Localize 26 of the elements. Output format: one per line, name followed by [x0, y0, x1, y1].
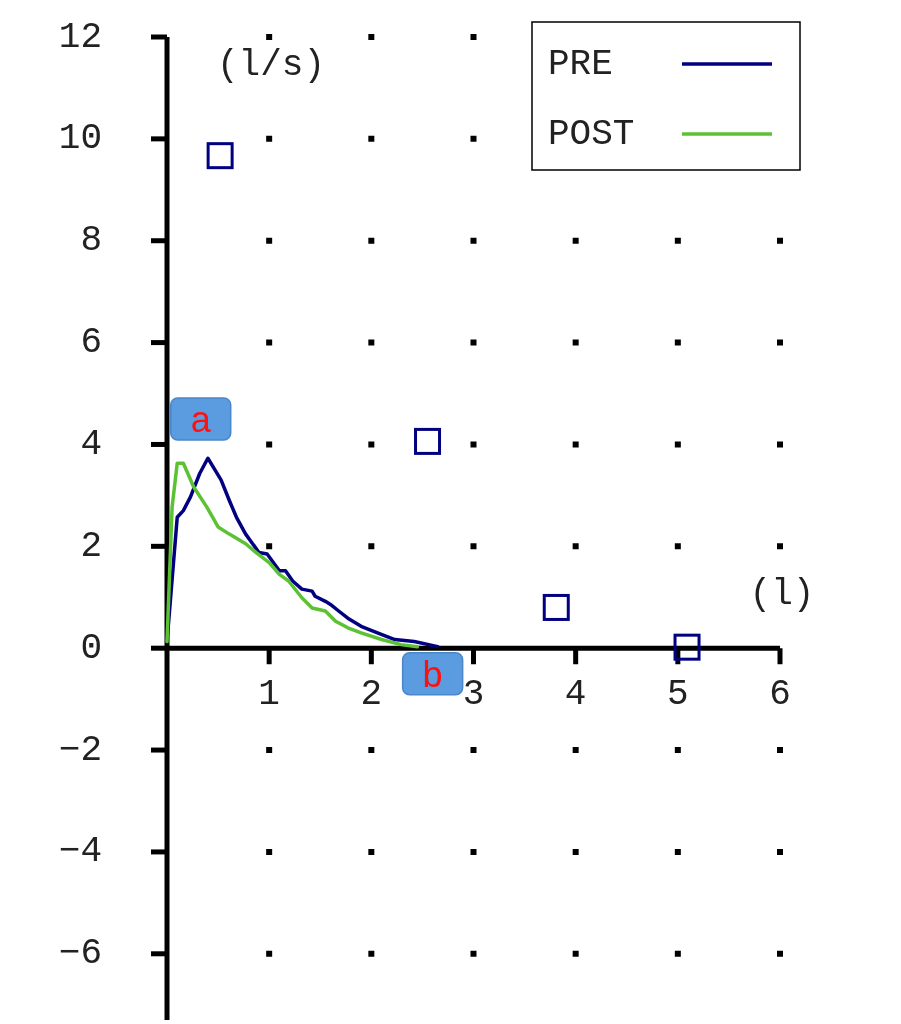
y-tick-label: −6	[58, 933, 102, 975]
annotation: b	[422, 654, 443, 696]
x-tick-label: 5	[667, 674, 689, 716]
point	[414, 427, 442, 455]
point	[542, 593, 570, 621]
y-tick-label: 0	[80, 627, 102, 669]
x-tick-label: 2	[360, 674, 383, 716]
y-tick-label: 10	[58, 118, 102, 160]
legend-label: PRE	[548, 43, 613, 85]
y-tick-label: 4	[80, 423, 102, 465]
point	[673, 633, 701, 661]
x-tick-label: 3	[462, 674, 485, 716]
point	[206, 142, 234, 170]
y-tick-label: 12	[58, 16, 102, 58]
annotation: a	[190, 399, 212, 441]
x-tick-label: 1	[258, 674, 280, 716]
y-axis-title: (l/s)	[216, 45, 326, 86]
y-tick-label: 2	[80, 525, 102, 567]
legend-label: POST	[548, 113, 635, 155]
x-tick-label: 4	[564, 674, 587, 716]
y-tick-label: −2	[58, 729, 102, 771]
y-tick-label: 8	[80, 220, 102, 262]
x-axis-title: (l)	[749, 574, 815, 616]
y-tick-label: 6	[80, 322, 102, 364]
x-tick-label: 6	[769, 674, 791, 716]
y-tick-label: −4	[58, 831, 102, 873]
